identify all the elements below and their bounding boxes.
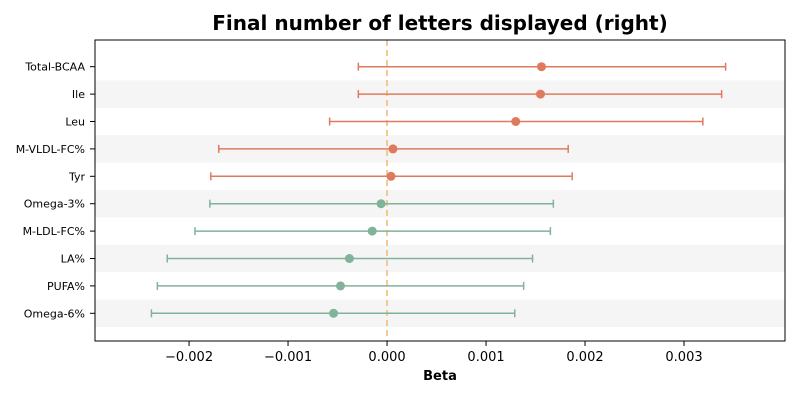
point-estimates [329, 62, 546, 318]
point-estimate [536, 62, 546, 72]
x-tick-label: −0.001 [264, 350, 312, 365]
point-estimate [376, 199, 386, 209]
y-tick-label: Omega-3% [24, 198, 85, 211]
x-tick-label: −0.002 [165, 350, 213, 365]
y-tick-label: Total-BCAA [24, 61, 85, 74]
x-tick-label: 0.001 [467, 350, 504, 365]
x-axis: −0.002 −0.001 0.000 0.001 0.002 0.003 [165, 341, 703, 365]
y-tick-label: M-VLDL-FC% [16, 143, 85, 156]
y-tick-label: Ile [72, 88, 85, 101]
plot-frame [94, 39, 786, 342]
point-estimate [386, 171, 396, 181]
point-estimate [336, 281, 346, 291]
x-axis-label: Beta [423, 369, 457, 384]
y-tick-label: Leu [65, 116, 85, 129]
x-tick-label: 0.002 [566, 350, 603, 365]
point-estimate [511, 117, 521, 126]
y-tick-label: M-LDL-FC% [23, 225, 85, 238]
y-tick-label: LA% [61, 253, 85, 266]
point-estimate [388, 144, 398, 154]
x-tick-label: 0.003 [665, 350, 702, 365]
y-tick-label: Tyr [68, 170, 86, 183]
point-estimate [535, 89, 545, 99]
y-tick-labels: Total-BCAA Ile Leu M-VLDL-FC% Tyr Omega-3% M-L… [16, 61, 95, 320]
y-tick-label: Omega-6% [24, 307, 85, 320]
point-estimate [344, 254, 354, 263]
x-tick-label: 0.000 [368, 350, 405, 365]
point-estimate [367, 226, 377, 236]
point-estimate [329, 308, 339, 318]
chart-title: Final number of letters displayed (right… [212, 11, 667, 35]
y-tick-label: PUFA% [47, 280, 85, 293]
